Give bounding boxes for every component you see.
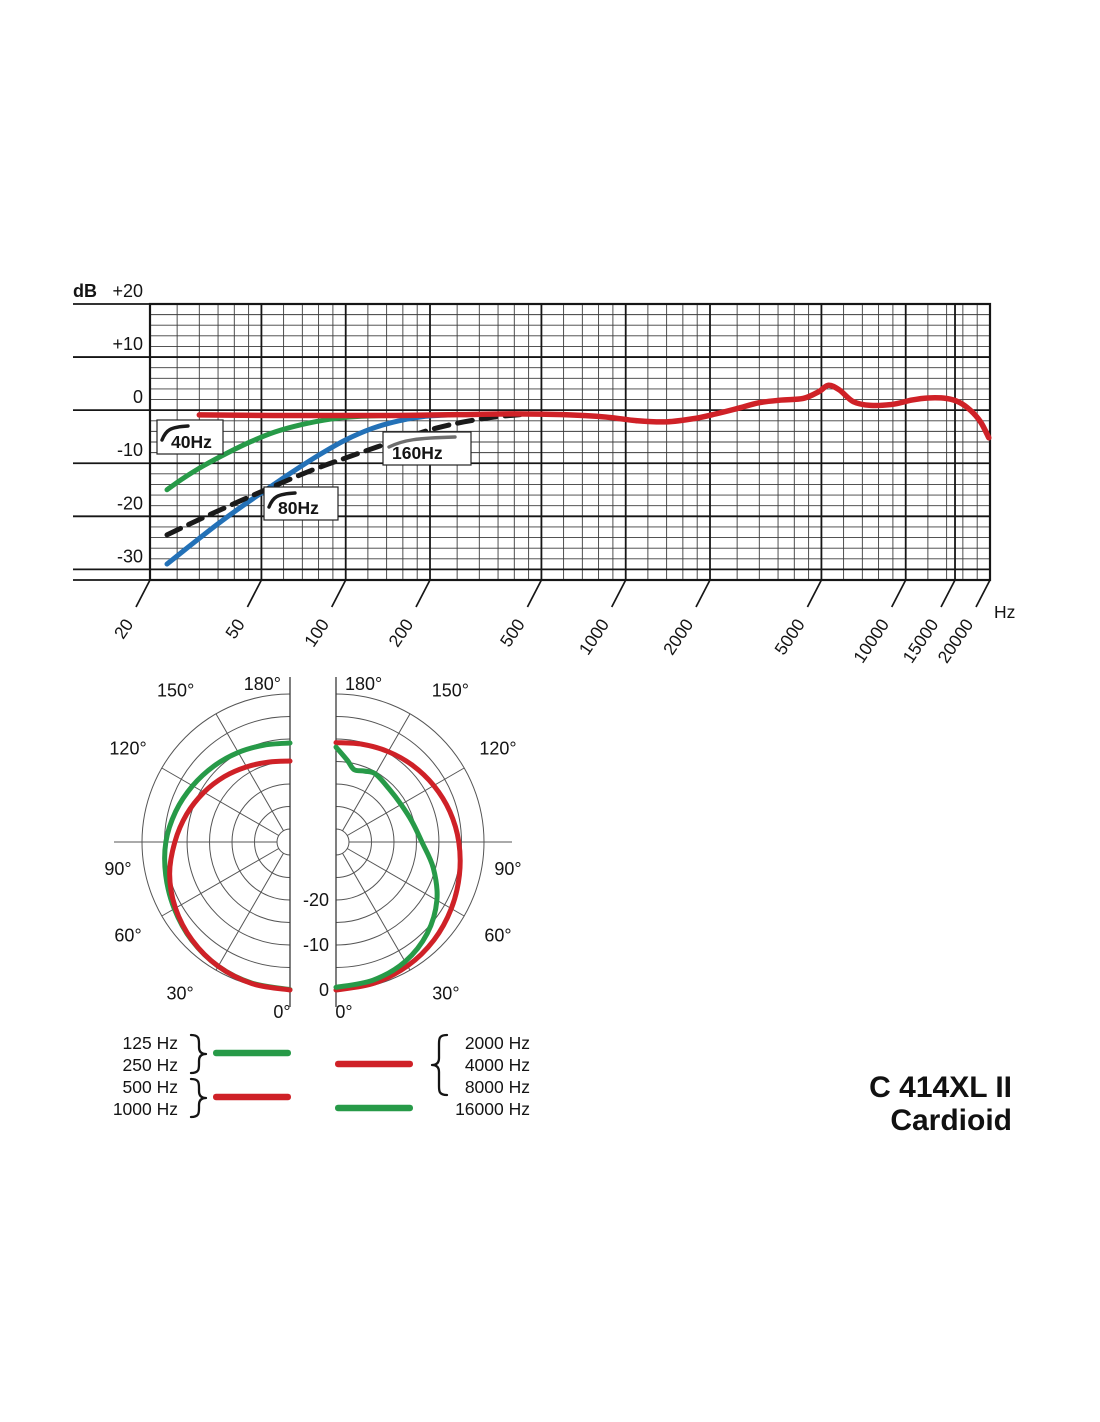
- legend-label-8000hz: 8000 Hz: [464, 1077, 530, 1097]
- polar-spoke: [215, 853, 284, 971]
- polar-angle-label: 60°: [484, 926, 511, 946]
- y-axis-tick-label: -20: [117, 493, 143, 513]
- model-name: C 414XL II: [869, 1071, 1012, 1104]
- polar-spoke: [161, 848, 279, 917]
- y-axis-tick-label: -10: [117, 440, 143, 460]
- x-axis-tick-slash: [330, 579, 347, 608]
- filter-label-text: 40Hz: [171, 432, 212, 452]
- x-axis-tick-slash: [890, 579, 907, 608]
- freq-plot-frame: [148, 302, 992, 582]
- polar-angle-label: 90°: [104, 859, 131, 879]
- polar-angle-label: 150°: [432, 680, 469, 700]
- x-axis-tick-label: 1000: [575, 615, 613, 659]
- legend-brace: [430, 1033, 449, 1097]
- x-axis-tick-slash: [415, 579, 431, 608]
- x-axis-tick-label: 2000: [659, 615, 697, 659]
- polar-curve-500-1000hz: [167, 758, 293, 993]
- polar-angle-label: 90°: [494, 859, 521, 879]
- x-axis-tick-label: 200: [384, 615, 417, 651]
- x-axis-unit-label: Hz: [994, 602, 1015, 622]
- filter-label-box: [156, 419, 224, 455]
- y-axis-tick-label: 0: [133, 387, 143, 407]
- legend-label-4000hz: 4000 Hz: [464, 1055, 530, 1075]
- polar-curve-8000-16000hz: [333, 744, 440, 990]
- legend-label-16000hz: 16000 Hz: [455, 1099, 530, 1119]
- y-axis-tick-label: -30: [117, 546, 143, 566]
- x-axis-tick-slash: [246, 579, 263, 608]
- y-axis-unit-label: dB: [73, 281, 97, 301]
- x-axis-tick-slash: [135, 579, 151, 608]
- legend-swatch-red: [213, 1093, 291, 1101]
- legend-label-1000hz: 1000 Hz: [112, 1099, 178, 1119]
- filter-slope-glyph: [267, 491, 297, 509]
- polar-curve-2000-4000hz: [333, 740, 463, 993]
- curve-response: [196, 382, 992, 441]
- legend-swatch-red: [335, 1060, 413, 1068]
- polar-angle-label: 120°: [109, 739, 146, 759]
- polar-radial-tick-label: -10: [303, 935, 329, 955]
- polar-angle-label: 180°: [244, 674, 281, 694]
- polar-angle-label: 120°: [479, 739, 516, 759]
- x-axis-tick-label: 15000: [899, 615, 943, 667]
- pattern-name: Cardioid: [890, 1104, 1012, 1137]
- legend-brace: [189, 1033, 208, 1075]
- x-axis-tick-slash: [526, 579, 543, 608]
- filter-label-text: 160Hz: [392, 443, 443, 463]
- polar-spoke: [161, 767, 279, 836]
- x-axis-tick-label: 100: [300, 615, 333, 651]
- legend-label-2000hz: 2000 Hz: [464, 1033, 530, 1053]
- x-axis-tick-slash: [695, 579, 711, 608]
- polar-radial-tick-label: -20: [303, 890, 329, 910]
- chart-title: C 414XL II Cardioid: [869, 1071, 1012, 1137]
- filter-slope-glyph: [160, 424, 190, 442]
- x-axis-tick-slash: [806, 579, 823, 608]
- x-axis-tick-label: 20000: [934, 615, 978, 667]
- x-axis-tick-label: 20: [110, 615, 138, 643]
- polar-angle-label: 150°: [157, 680, 194, 700]
- polar-angle-label: 60°: [114, 926, 141, 946]
- x-axis-tick-label: 500: [496, 615, 529, 651]
- y-axis-tick-label: +10: [112, 334, 143, 354]
- polar-center-ring: [276, 828, 291, 856]
- polar-spoke: [347, 848, 465, 917]
- legend-label-125hz: 125 Hz: [122, 1033, 178, 1053]
- y-axis-tick-label: +20: [112, 281, 143, 301]
- x-axis-tick-slash: [610, 579, 627, 608]
- x-axis-tick-slash: [975, 579, 991, 608]
- legend-swatch-green: [213, 1049, 291, 1057]
- polar-center-ring: [335, 828, 350, 856]
- curve-lowcut-80hz: [164, 412, 453, 567]
- polar-angle-label: 180°: [345, 674, 382, 694]
- x-axis-tick-label: 50: [221, 615, 249, 643]
- polar-angle-label: 0°: [335, 1002, 352, 1022]
- filter-label-text: 80Hz: [278, 498, 319, 518]
- polar-angle-label: 30°: [166, 983, 193, 1003]
- x-axis-tick-slash: [940, 579, 956, 608]
- polar-angle-label: 0°: [273, 1002, 290, 1022]
- legend-brace: [189, 1077, 208, 1119]
- x-axis-tick-label: 5000: [770, 615, 808, 659]
- polar-radial-tick-label: 0: [319, 980, 329, 1000]
- filter-label-box: [263, 486, 339, 521]
- legend-label-500hz: 500 Hz: [122, 1077, 178, 1097]
- x-axis-tick-label: 10000: [849, 615, 893, 667]
- polar-spoke: [342, 853, 411, 971]
- polar-angle-label: 30°: [432, 983, 459, 1003]
- legend-label-250hz: 250 Hz: [122, 1055, 178, 1075]
- polar-spoke: [347, 767, 465, 836]
- legend-swatch-green: [335, 1104, 413, 1112]
- filter-slope-glyph: [387, 435, 457, 449]
- curve-lowcut-160hz: [164, 411, 526, 538]
- polar-spoke: [215, 713, 284, 831]
